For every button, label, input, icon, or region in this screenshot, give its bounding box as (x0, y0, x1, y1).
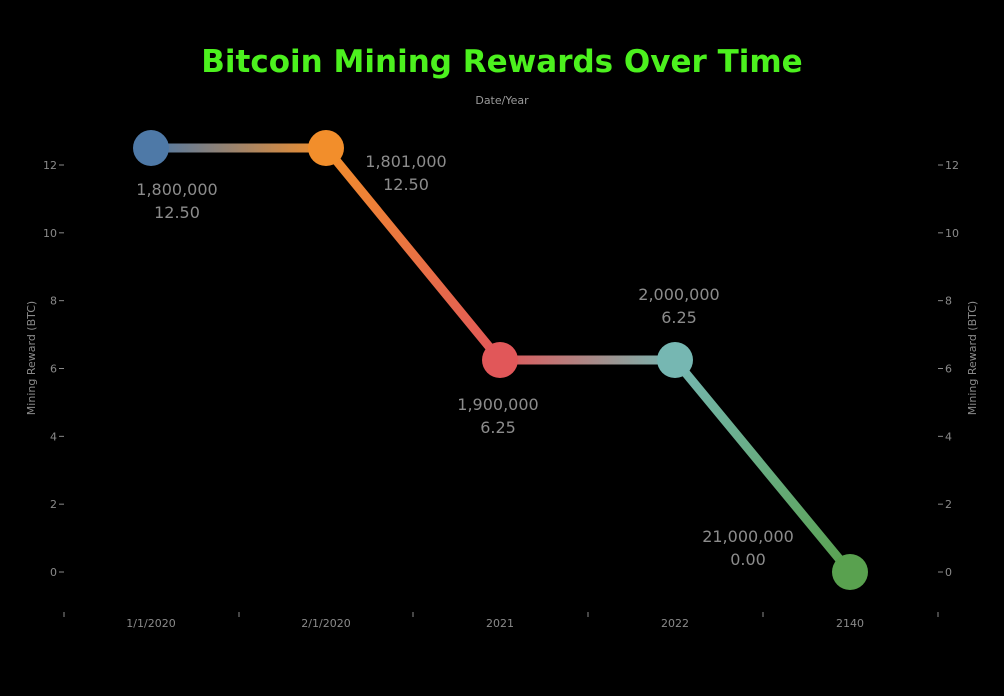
data-label-reward: 6.25 (661, 308, 697, 327)
y-tick-label-left: 4 (50, 430, 57, 443)
y-tick-label-left: 0 (50, 566, 57, 579)
data-label-value: 1,800,000 (136, 180, 217, 199)
axes-layer: 0 0 2 2 4 4 6 6 8 8 10 10 12 12 1/1/2020 2/1/2020 2021 20… (25, 159, 979, 630)
x-tick-label: 2140 (836, 617, 864, 630)
y-axis-title-right: Mining Reward (BTC) (966, 301, 979, 415)
x-tick-label: 2/1/2020 (301, 617, 350, 630)
y-tick-label-right: 0 (945, 566, 952, 579)
y-tick-label-left: 2 (50, 498, 57, 511)
data-label-value: 1,801,000 (365, 152, 446, 171)
data-label-reward: 6.25 (480, 418, 516, 437)
data-point[interactable] (133, 130, 169, 167)
y-tick-label-left: 8 (50, 295, 57, 308)
y-tick-label-right: 2 (945, 498, 952, 511)
y-tick-label-left: 6 (50, 363, 57, 376)
y-tick-label-right: 6 (945, 363, 952, 376)
y-tick-label-right: 10 (945, 227, 959, 240)
x-tick-label: 2022 (661, 617, 689, 630)
series-line-segment (321, 143, 505, 365)
y-axis-title-left: Mining Reward (BTC) (25, 301, 38, 415)
y-tick-label-left: 12 (43, 159, 57, 172)
data-label-value: 21,000,000 (702, 527, 794, 546)
y-tick-label-right: 12 (945, 159, 959, 172)
data-label-reward: 12.50 (154, 203, 200, 222)
data-label-value: 1,900,000 (457, 395, 538, 414)
data-point[interactable] (657, 342, 693, 379)
data-labels: 1,800,000 12.50 1,801,000 12.50 1,900,000 6.2… (136, 152, 794, 569)
series-line-segment (670, 355, 855, 577)
series-lines (146, 143, 855, 577)
x-axis-title: Date/Year (475, 94, 529, 107)
x-tick-label: 2021 (486, 617, 514, 630)
data-label-reward: 0.00 (730, 550, 766, 569)
data-point[interactable] (482, 342, 518, 379)
data-label-value: 2,000,000 (638, 285, 719, 304)
y-tick-label-right: 8 (945, 295, 952, 308)
data-point[interactable] (308, 130, 344, 167)
y-tick-label-left: 10 (43, 227, 57, 240)
series-points (133, 130, 868, 590)
chart-title: Bitcoin Mining Rewards Over Time (201, 44, 803, 80)
data-point[interactable] (832, 554, 868, 590)
data-label-reward: 12.50 (383, 175, 429, 194)
x-tick-label: 1/1/2020 (126, 617, 175, 630)
y-tick-label-right: 4 (945, 430, 952, 443)
